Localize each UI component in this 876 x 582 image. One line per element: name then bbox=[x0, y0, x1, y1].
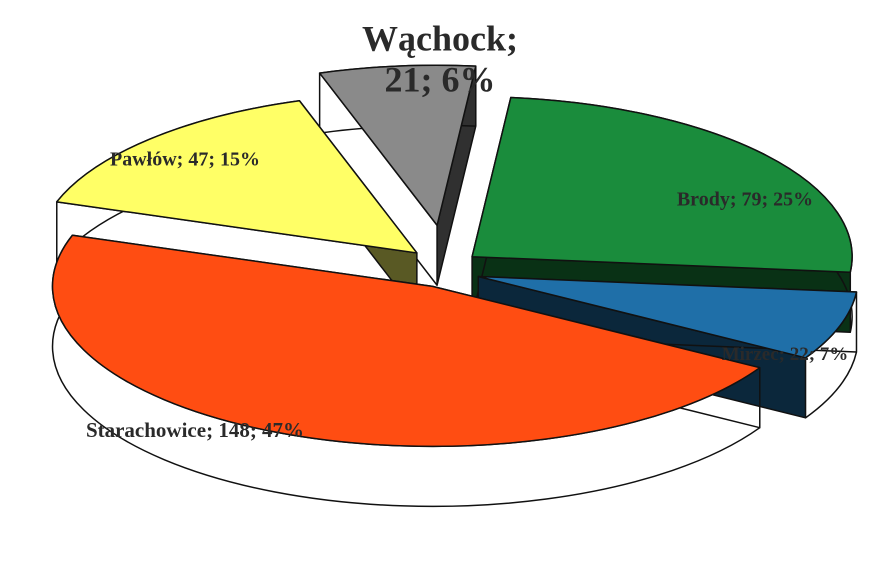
slice bbox=[56, 100, 418, 254]
data-label: Brody; 79; 25% bbox=[676, 188, 814, 211]
data-label: Mirzec; 22; 7% bbox=[721, 344, 849, 366]
slice bbox=[471, 96, 853, 273]
slice bbox=[51, 234, 761, 448]
data-label: Pawłów; 47; 15% bbox=[110, 148, 260, 171]
slice bbox=[477, 275, 858, 359]
data-label: Starachowice; 148; 47% bbox=[85, 417, 305, 442]
data-label: Wąchock; 21; 6% bbox=[362, 18, 518, 100]
slice bbox=[318, 64, 477, 227]
